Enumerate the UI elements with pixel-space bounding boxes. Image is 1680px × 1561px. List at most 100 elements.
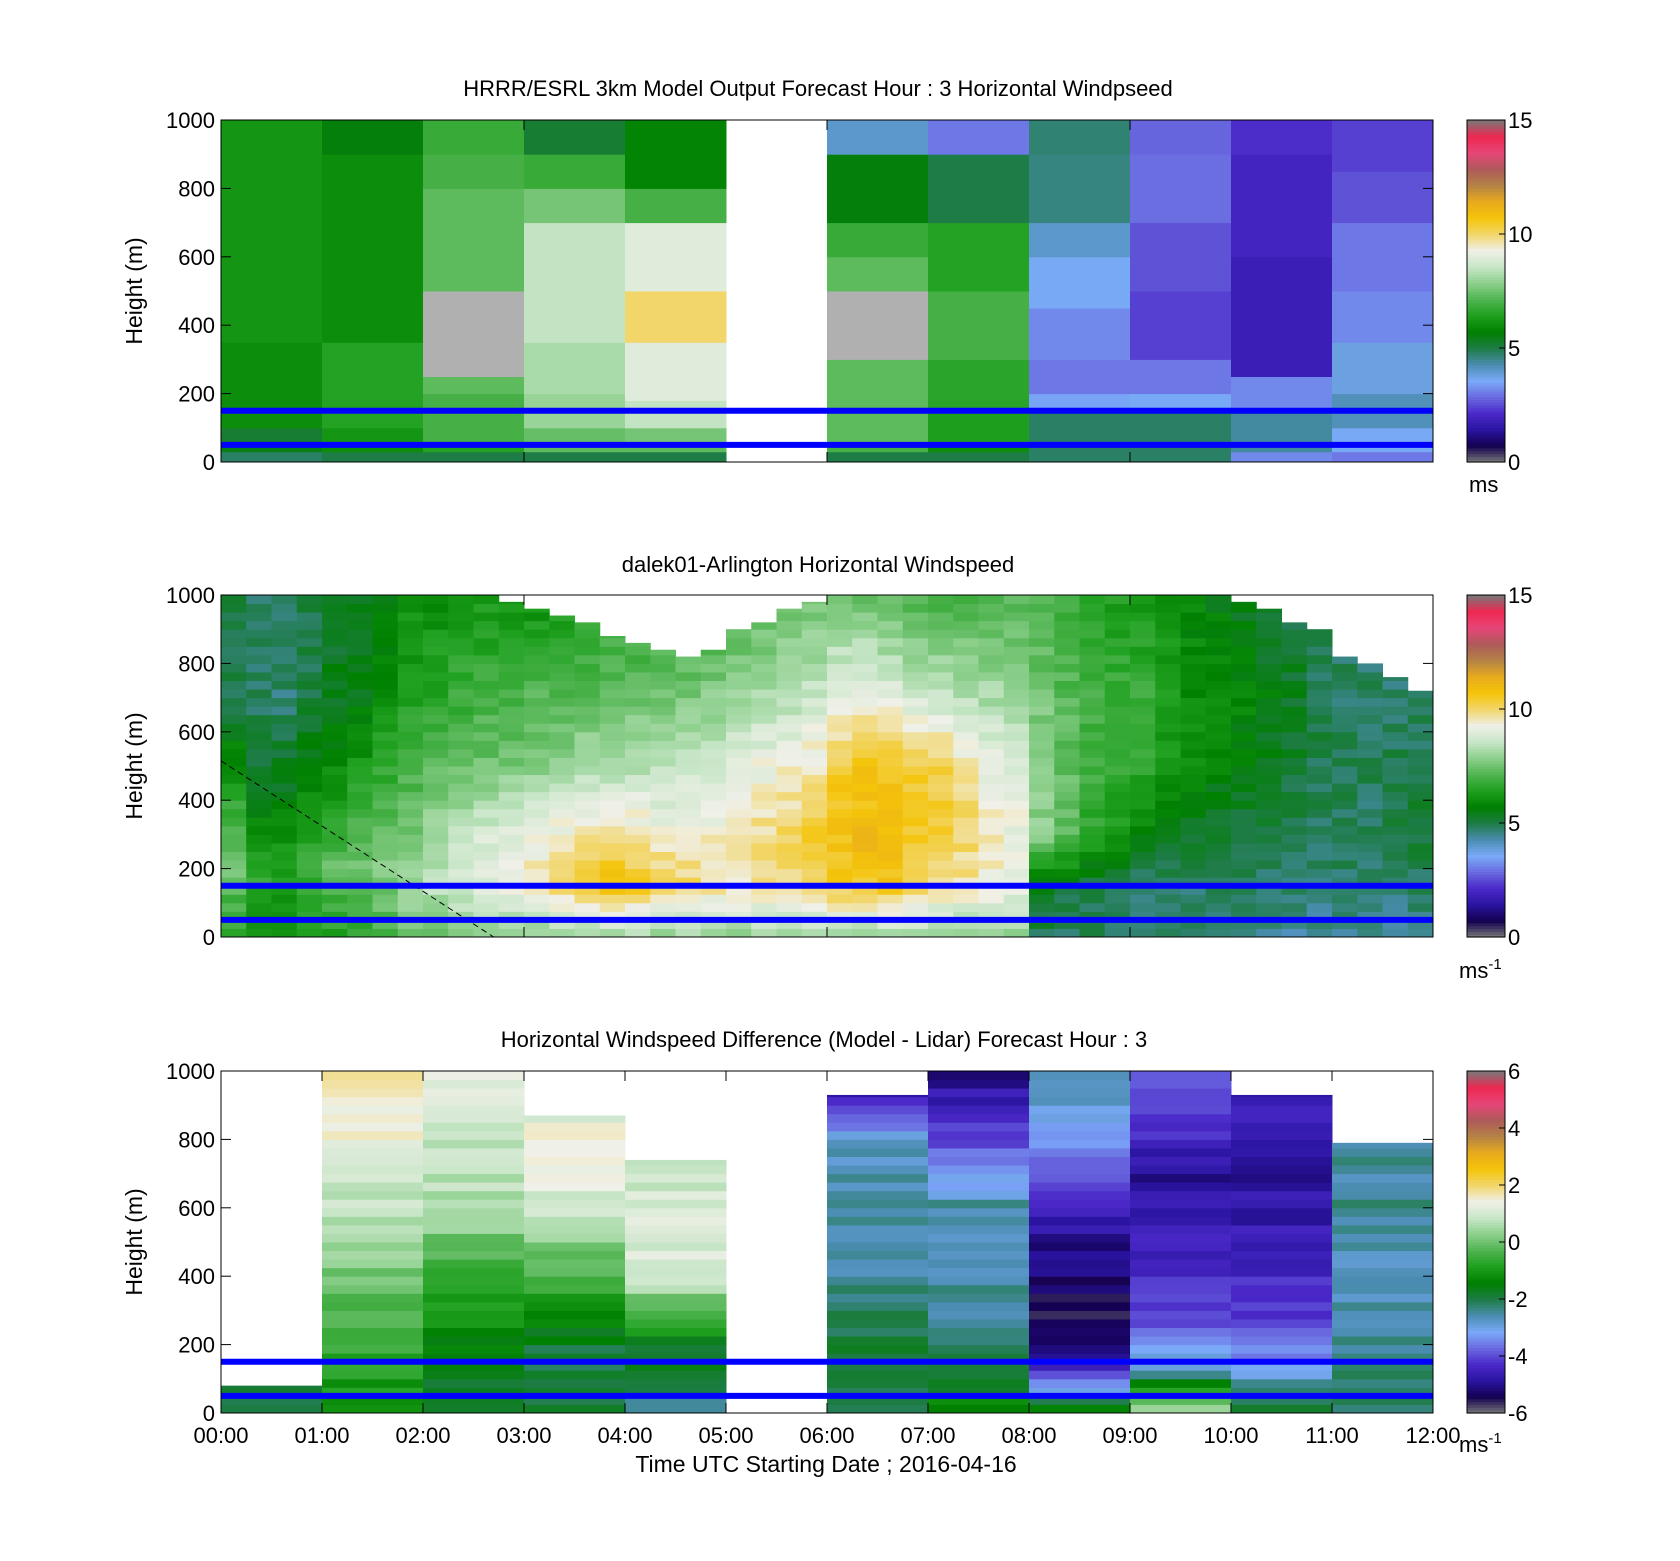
- heatmap-cell: [423, 1182, 525, 1192]
- heatmap-cell: [221, 1404, 323, 1414]
- heatmap-cell: [549, 851, 575, 861]
- heatmap-cell: [448, 817, 474, 827]
- heatmap-cell: [574, 808, 601, 818]
- colorbar-band: [1467, 188, 1505, 192]
- heatmap-cell: [574, 757, 601, 767]
- heatmap-cell: [423, 1233, 525, 1243]
- heatmap-cell: [751, 851, 777, 861]
- heatmap-cell: [902, 894, 929, 904]
- heatmap-cell: [372, 620, 399, 630]
- heatmap-cell: [1029, 663, 1055, 673]
- heatmap-cell: [372, 791, 399, 801]
- heatmap-cell: [271, 629, 298, 639]
- heatmap-cell: [473, 723, 500, 733]
- heatmap-cell: [877, 629, 904, 639]
- heatmap-cell: [296, 612, 323, 622]
- heatmap-cell: [423, 1139, 525, 1149]
- colorbar-band: [1467, 325, 1505, 329]
- panel-lidar: dalek01-Arlington Horizontal Windspeed 0…: [121, 552, 1532, 983]
- heatmap-cell: [549, 860, 575, 870]
- heatmap-cell: [1332, 1142, 1434, 1149]
- heatmap-cell: [322, 1370, 424, 1380]
- heatmap-cell: [726, 842, 752, 852]
- heatmap-cell: [574, 680, 601, 690]
- heatmap-cell: [852, 911, 878, 921]
- heatmap-cell: [1130, 646, 1156, 656]
- heatmap-cell: [1104, 637, 1131, 647]
- heatmap-cell: [751, 842, 777, 852]
- y-tick-label: 200: [178, 1333, 215, 1358]
- heatmap-cell: [1180, 646, 1207, 656]
- heatmap-cell: [1155, 620, 1181, 630]
- heatmap-cell: [423, 774, 449, 784]
- heatmap-cell: [1029, 1165, 1131, 1175]
- heatmap-cell: [524, 1207, 626, 1217]
- heatmap-cell: [625, 928, 651, 938]
- colorbar-band: [1467, 308, 1505, 312]
- heatmap-cell: [498, 680, 525, 690]
- heatmap-cell: [953, 919, 979, 929]
- heatmap-cell: [1104, 774, 1131, 784]
- colorbar-band: [1467, 447, 1505, 452]
- heatmap-cell: [1104, 911, 1131, 921]
- colorbar-band: [1467, 268, 1505, 272]
- heatmap-cell: [801, 714, 828, 724]
- heatmap-cell: [801, 601, 828, 605]
- heatmap-cell: [1231, 1259, 1333, 1269]
- colorbar-band: [1467, 1213, 1505, 1217]
- colorbar-band: [1467, 1085, 1505, 1089]
- colorbar-band: [1467, 1256, 1505, 1260]
- heatmap-cell: [827, 1250, 929, 1260]
- heatmap-cell: [953, 646, 979, 656]
- heatmap-cell: [1205, 731, 1232, 741]
- model-x-ticks: [220, 120, 1131, 462]
- heatmap-cell: [625, 400, 727, 429]
- heatmap-cell: [574, 791, 601, 801]
- heatmap-cell: [751, 928, 777, 938]
- heatmap-cell: [1029, 1318, 1131, 1328]
- heatmap-cell: [397, 646, 424, 656]
- heatmap-cell: [625, 1378, 727, 1388]
- heatmap-cell: [1231, 757, 1257, 767]
- heatmap-cell: [751, 825, 777, 835]
- heatmap-cell: [1382, 894, 1409, 904]
- heatmap-cell: [1003, 825, 1030, 835]
- heatmap-cell: [978, 603, 1005, 613]
- heatmap-cell: [322, 1353, 424, 1363]
- colorbar-band: [1467, 199, 1505, 204]
- heatmap-cell: [246, 714, 272, 724]
- colorbar-band: [1467, 1156, 1505, 1160]
- heatmap-cell: [1029, 654, 1055, 664]
- colorbar-band: [1467, 165, 1505, 170]
- heatmap-cell: [498, 783, 525, 793]
- heatmap-cell: [372, 919, 399, 929]
- heatmap-cell: [751, 697, 777, 707]
- heatmap-cell: [246, 671, 272, 681]
- colorbar-band: [1467, 803, 1505, 807]
- heatmap-cell: [1407, 817, 1434, 827]
- heatmap-cell: [953, 902, 979, 912]
- heatmap-cell: [1281, 783, 1308, 793]
- heatmap-cell: [1231, 1130, 1333, 1140]
- heatmap-cell: [801, 808, 828, 818]
- heatmap-cell: [423, 1207, 525, 1217]
- heatmap-cell: [1231, 663, 1257, 673]
- heatmap-cell: [650, 868, 676, 878]
- heatmap-cell: [625, 731, 651, 741]
- heatmap-cell: [423, 1242, 525, 1252]
- heatmap-cell: [827, 1242, 929, 1252]
- heatmap-cell: [347, 894, 373, 904]
- heatmap-cell: [902, 757, 929, 767]
- heatmap-cell: [1281, 902, 1308, 912]
- heatmap-cell: [852, 766, 878, 776]
- heatmap-cell: [928, 359, 1030, 412]
- heatmap-cell: [928, 646, 954, 656]
- heatmap-cell: [827, 1173, 929, 1183]
- heatmap-cell: [1130, 774, 1156, 784]
- heatmap-cell: [1029, 842, 1055, 852]
- heatmap-cell: [599, 919, 626, 929]
- heatmap-cell: [852, 740, 878, 750]
- heatmap-cell: [827, 1165, 929, 1175]
- heatmap-cell: [423, 603, 449, 613]
- heatmap-cell: [1079, 603, 1106, 613]
